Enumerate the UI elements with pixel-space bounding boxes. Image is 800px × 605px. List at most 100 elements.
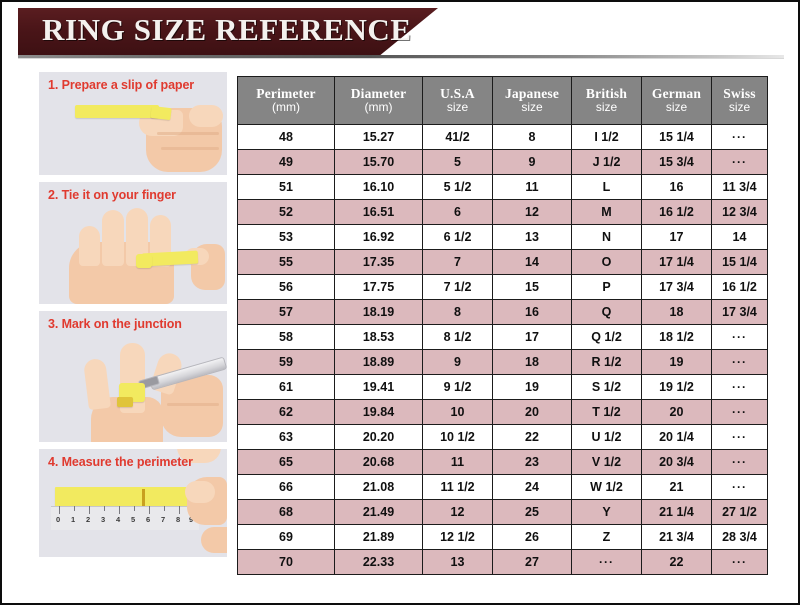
instruction-steps: 1. Prepare a slip of paper 2. Tie it on … [39, 72, 227, 564]
ruler-mark: 7 [161, 515, 166, 524]
table-cell: 69 [237, 524, 335, 550]
banner-divider-shadow [18, 58, 784, 59]
table-cell: 27 [492, 549, 572, 575]
table-cell: L [571, 174, 642, 200]
table-cell: P [571, 274, 642, 300]
column-header-main: Japanese [504, 86, 560, 102]
step-label: 4. Measure the perimeter [48, 455, 193, 469]
table-cell: 15.70 [334, 149, 423, 175]
table-cell: 21.08 [334, 474, 423, 500]
table-cell: 17 [641, 224, 712, 250]
table-cell: ··· [711, 474, 768, 500]
column-header-main: German [651, 86, 702, 102]
title-banner: RING SIZE REFERENCE [18, 8, 438, 56]
table-cell: 58 [237, 324, 335, 350]
table-cell: J 1/2 [571, 149, 642, 175]
table-cell: 25 [492, 499, 572, 525]
ruler-mark: 5 [131, 515, 136, 524]
table-cell: 62 [237, 399, 335, 425]
step-item-4: 4. Measure the perimeter [39, 449, 227, 557]
column-header-sub: size [521, 100, 543, 115]
table-row: 51 16.10 5 1/2 11 L 16 11 3/4 [237, 174, 768, 200]
table-cell: 19 [641, 349, 712, 375]
table-cell: 26 [492, 524, 572, 550]
table-cell: 11 3/4 [711, 174, 768, 200]
step-photo-prepare-paper [39, 72, 227, 175]
step-label: 2. Tie it on your finger [48, 188, 176, 202]
table-cell: 18.89 [334, 349, 423, 375]
table-cell: 6 1/2 [422, 224, 493, 250]
table-cell: 15 1/4 [711, 249, 768, 275]
table-cell: N [571, 224, 642, 250]
table-cell: 7 [422, 249, 493, 275]
column-header-perimeter: Perimeter (mm) [237, 76, 335, 125]
table-cell: 8 [422, 299, 493, 325]
table-cell: 19.41 [334, 374, 423, 400]
table-cell: 15 3/4 [641, 149, 712, 175]
column-header-sub: size [728, 100, 751, 115]
table-cell: 68 [237, 499, 335, 525]
table-cell: 41/2 [422, 124, 493, 150]
table-cell: 11 [492, 174, 572, 200]
table-cell: 27 1/2 [711, 499, 768, 525]
table-cell: 52 [237, 199, 335, 225]
ruler-mark: 8 [176, 515, 181, 524]
table-header: Perimeter (mm) Diameter (mm) U.S.A size … [237, 76, 768, 125]
table-cell: 21.49 [334, 499, 423, 525]
table-body: 48 15.27 41/2 8 I 1/2 15 1/4 ··· 49 15.70 5 9 J 1/2… [237, 124, 768, 575]
ruler-mark: 2 [86, 515, 91, 524]
table-cell: 16.92 [334, 224, 423, 250]
table-cell: ··· [711, 149, 768, 175]
column-header-diameter: Diameter (mm) [334, 76, 423, 125]
table-cell: 13 [422, 549, 493, 575]
ruler-mark: 3 [101, 515, 106, 524]
table-cell: 70 [237, 549, 335, 575]
table-cell: 12 [422, 499, 493, 525]
table-cell: Y [571, 499, 642, 525]
table-cell: 28 3/4 [711, 524, 768, 550]
table-cell: ··· [711, 349, 768, 375]
table-cell: 15 1/4 [641, 124, 712, 150]
table-cell: 23 [492, 449, 572, 475]
table-cell: 11 [422, 449, 493, 475]
table-header-row: Perimeter (mm) Diameter (mm) U.S.A size … [237, 76, 768, 125]
table-cell: 19.84 [334, 399, 423, 425]
table-cell: 19 1/2 [641, 374, 712, 400]
table-cell: ··· [711, 549, 768, 575]
banner-divider-rule [18, 55, 784, 58]
ring-size-table: Perimeter (mm) Diameter (mm) U.S.A size … [237, 76, 768, 575]
column-header-british: British size [571, 76, 642, 125]
table-cell: 22 [492, 424, 572, 450]
table-cell: Q [571, 299, 642, 325]
table-row: 63 20.20 10 1/2 22 U 1/2 20 1/4 ··· [237, 424, 768, 450]
column-header-usa: U.S.A size [422, 76, 493, 125]
step-item-1: 1. Prepare a slip of paper [39, 72, 227, 175]
table-cell: 63 [237, 424, 335, 450]
column-header-main: Perimeter [256, 86, 316, 102]
table-cell: 11 1/2 [422, 474, 493, 500]
table-cell: 20 [641, 399, 712, 425]
table-cell: 57 [237, 299, 335, 325]
table-cell: 9 [492, 149, 572, 175]
ruler-mark: 1 [71, 515, 76, 524]
table-row: 58 18.53 8 1/2 17 Q 1/2 18 1/2 ··· [237, 324, 768, 350]
column-header-japanese: Japanese size [492, 76, 572, 125]
table-row: 49 15.70 5 9 J 1/2 15 3/4 ··· [237, 149, 768, 175]
banner-shape [18, 8, 438, 56]
ring-size-table-wrapper: Perimeter (mm) Diameter (mm) U.S.A size … [237, 76, 768, 575]
table-cell: 20 [492, 399, 572, 425]
table-cell: 16.51 [334, 199, 423, 225]
ruler-mark: 6 [146, 515, 151, 524]
table-cell: 16.10 [334, 174, 423, 200]
table-cell: ··· [571, 549, 642, 575]
table-cell: ··· [711, 124, 768, 150]
table-cell: 20.68 [334, 449, 423, 475]
table-cell: 18.19 [334, 299, 423, 325]
table-cell: 56 [237, 274, 335, 300]
table-cell: 8 [492, 124, 572, 150]
column-header-sub: size [595, 100, 618, 115]
table-cell: M [571, 199, 642, 225]
table-cell: 9 [422, 349, 493, 375]
step-photo-measure-perimeter: 0 1 2 3 4 5 6 7 8 9 [39, 449, 227, 557]
